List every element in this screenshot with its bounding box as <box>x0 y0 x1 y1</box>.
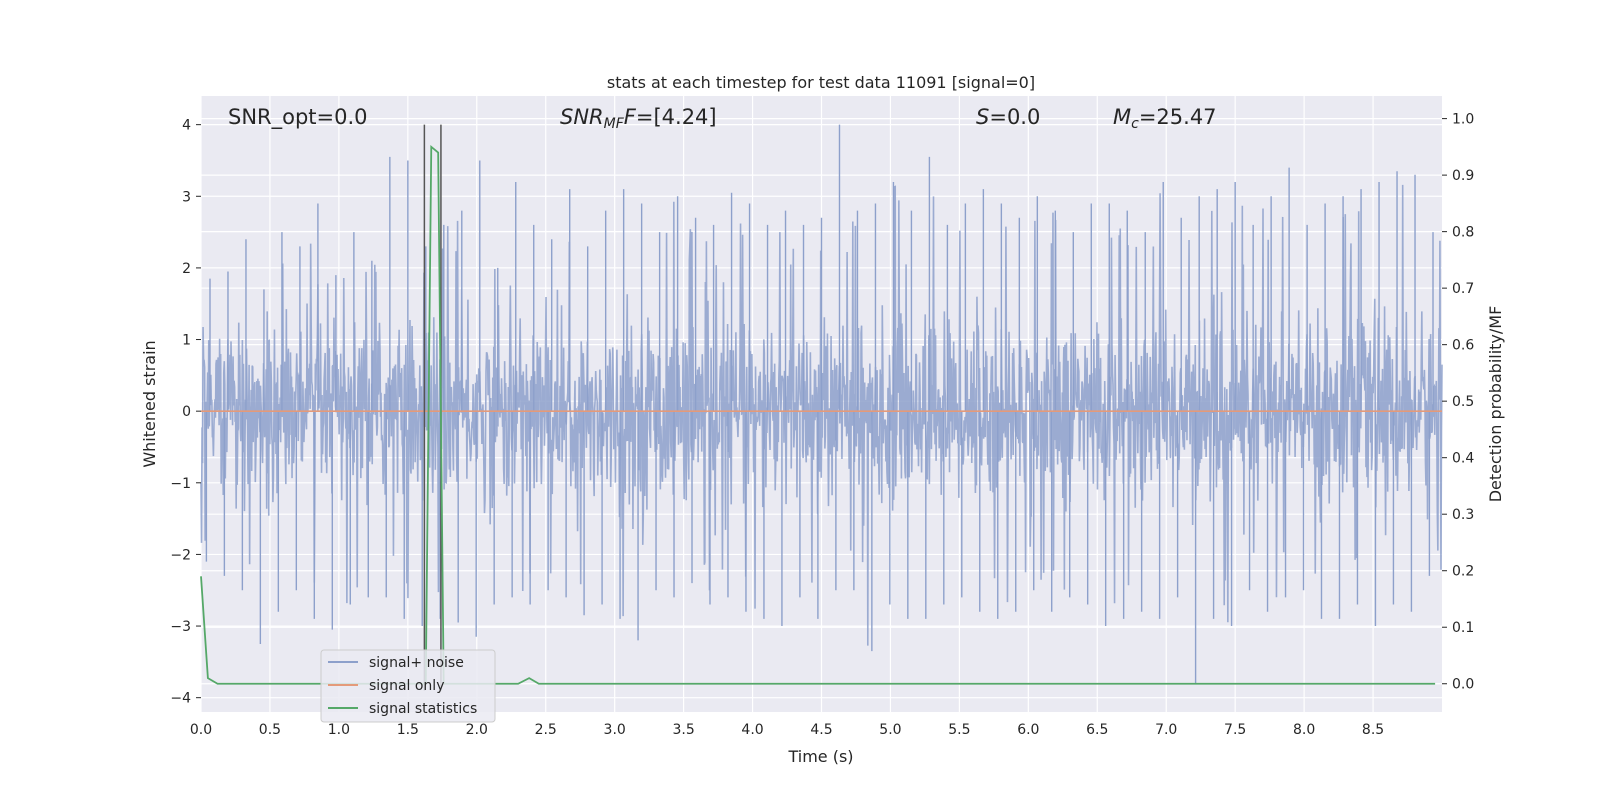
annotation-mc-value: =25.47 <box>1139 105 1217 129</box>
y-tick-label: 0 <box>182 404 191 420</box>
y-tick-label: −3 <box>170 619 191 635</box>
legend-label-signal-only: signal only <box>369 678 444 694</box>
x-tick-label: 0.5 <box>259 722 281 738</box>
x-tick-label: 5.5 <box>948 722 970 738</box>
x-tick-label: 2.5 <box>535 722 557 738</box>
x-tick-label: 8.0 <box>1293 722 1315 738</box>
y-right-tick-label: 0.1 <box>1452 620 1474 636</box>
y-right-tick-label: 0.9 <box>1452 168 1474 184</box>
x-tick-label: 3.0 <box>604 722 626 738</box>
annotation-snr-mf-main: SNR <box>560 105 604 129</box>
x-tick-label: 1.5 <box>397 722 419 738</box>
x-tick-label: 0.0 <box>190 722 212 738</box>
x-tick-label: 3.5 <box>672 722 694 738</box>
y-right-tick-label: 0.5 <box>1452 394 1474 410</box>
annotation-snr-mf-sub: MF <box>604 116 625 132</box>
x-tick-label: 4.5 <box>810 722 832 738</box>
annotation-mc-sub: c <box>1131 116 1139 132</box>
x-tick-label: 8.5 <box>1362 722 1384 738</box>
y-tick-label: 4 <box>182 118 191 134</box>
annotation-s: S=0.0 <box>976 105 1040 129</box>
annotation-mc-main: M <box>1113 105 1131 129</box>
annotation-s-value: =0.0 <box>989 105 1040 129</box>
y-tick-label: −2 <box>170 547 191 563</box>
y-axis-label: Whitened strain <box>140 340 159 467</box>
legend: signal+ noise signal only signal statist… <box>320 649 496 723</box>
y-axis-ticks: −4 −3 −2 −1 0 1 2 3 4 <box>170 118 201 707</box>
x-tick-label: 5.0 <box>879 722 901 738</box>
x-tick-label: 2.0 <box>466 722 488 738</box>
x-axis-label: Time (s) <box>787 747 853 766</box>
x-tick-label: 7.5 <box>1224 722 1246 738</box>
y-tick-label: 3 <box>182 189 191 205</box>
series-signal-plus-noise <box>200 124 1443 684</box>
y-tick-label: 2 <box>182 261 191 277</box>
y-tick-label: 1 <box>182 333 191 349</box>
y-axis-right-label: Detection probability/MF <box>1486 306 1505 503</box>
annotation-snr-opt: SNR_opt=0.0 <box>228 105 368 130</box>
y-tick-label: −4 <box>170 691 191 707</box>
y-right-tick-label: 0.7 <box>1452 281 1474 297</box>
y-right-tick-label: 1.0 <box>1452 112 1474 128</box>
x-axis-ticks: 0.0 0.5 1.0 1.5 2.0 2.5 3.0 3.5 4.0 4.5 5.0 5.5 6.0 6… <box>190 722 1384 738</box>
y-right-tick-label: 0.2 <box>1452 564 1474 580</box>
x-tick-label: 7.0 <box>1155 722 1177 738</box>
legend-box <box>320 649 496 723</box>
x-tick-label: 1.0 <box>328 722 350 738</box>
legend-label-signal-statistics: signal statistics <box>369 701 477 717</box>
y-right-tick-label: 0.6 <box>1452 338 1474 354</box>
legend-label-signal-plus-noise: signal+ noise <box>369 655 464 671</box>
y-tick-label: −1 <box>170 476 191 492</box>
x-tick-label: 4.0 <box>741 722 763 738</box>
annotation-mc: Mc=25.47 <box>1113 105 1217 132</box>
x-tick-label: 6.0 <box>1017 722 1039 738</box>
y-right-tick-label: 0.8 <box>1452 225 1474 241</box>
annotation-s-main: S <box>976 105 989 129</box>
annotation-snr-mf-value: =[4.24] <box>636 105 717 129</box>
y-right-tick-label: 0.3 <box>1452 507 1474 523</box>
y-axis-right-ticks: 0.0 0.1 0.2 0.3 0.4 0.5 0.6 0.7 0.8 0.9 1.0 <box>1442 112 1474 693</box>
annotation-snr-mf: SNRMFF=[4.24] <box>560 105 717 132</box>
y-right-tick-label: 0.4 <box>1452 451 1474 467</box>
x-tick-label: 6.5 <box>1086 722 1108 738</box>
y-right-tick-label: 0.0 <box>1452 677 1474 693</box>
chart-title: stats at each timestep for test data 110… <box>607 73 1035 92</box>
